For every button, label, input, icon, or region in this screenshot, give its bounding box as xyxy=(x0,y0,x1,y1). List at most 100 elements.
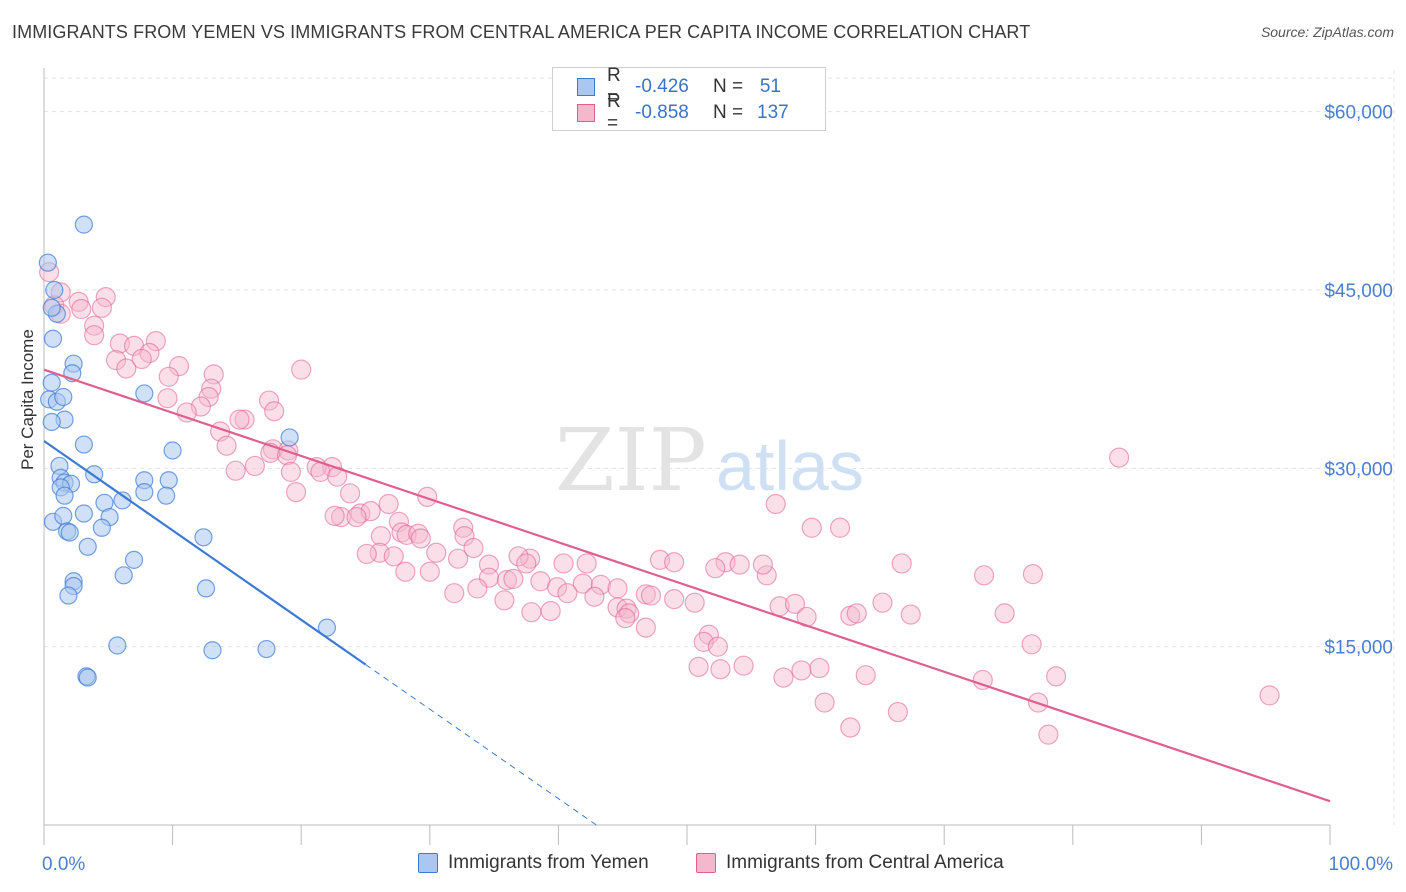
data-point-central-america xyxy=(494,590,515,611)
data-point-central-america xyxy=(664,552,685,573)
data-point-yemen xyxy=(54,387,73,407)
data-point-central-america xyxy=(809,657,830,679)
data-point-central-america xyxy=(225,460,246,481)
data-point-central-america xyxy=(234,409,255,430)
data-point-central-america xyxy=(410,528,431,549)
data-point-central-america xyxy=(339,483,361,504)
data-point-yemen xyxy=(317,618,337,637)
legend-swatch-central-america xyxy=(577,104,595,122)
data-point-central-america xyxy=(145,331,166,352)
watermark-atlas: atlas xyxy=(716,427,864,505)
stats-legend: R = -0.426 N = 51 R = -0.858 N = 137 xyxy=(552,65,826,134)
data-point-central-america xyxy=(615,608,636,629)
data-point-central-america xyxy=(840,717,861,738)
data-point-central-america xyxy=(216,435,237,456)
data-point-central-america xyxy=(540,600,561,622)
data-point-central-america xyxy=(590,574,611,595)
data-point-central-america xyxy=(496,569,518,591)
data-point-yemen xyxy=(135,483,154,502)
data-point-central-america xyxy=(846,603,867,624)
data-point-central-america xyxy=(168,355,190,377)
data-point-central-america xyxy=(91,297,112,318)
data-point-central-america xyxy=(994,603,1015,624)
data-point-central-america xyxy=(729,554,750,575)
data-point-central-america xyxy=(688,656,709,677)
data-point-central-america xyxy=(1045,666,1067,687)
data-point-central-america xyxy=(444,583,465,604)
data-point-yemen xyxy=(196,579,216,598)
data-point-central-america xyxy=(280,461,302,482)
legend-n-label: N = xyxy=(713,76,744,97)
data-point-central-america xyxy=(426,542,447,563)
data-point-yemen xyxy=(157,486,176,505)
data-point-central-america xyxy=(635,617,656,638)
yemen-points xyxy=(38,215,337,687)
data-point-central-america xyxy=(547,577,568,598)
data-point-central-america xyxy=(855,665,876,686)
x-tick-label: 0.0% xyxy=(42,854,85,875)
data-point-yemen xyxy=(42,373,61,392)
watermark: ZIP atlas xyxy=(555,411,864,511)
trend-line-yemen xyxy=(43,440,367,666)
data-point-central-america xyxy=(607,578,628,599)
data-point-yemen xyxy=(45,280,64,300)
data-point-central-america xyxy=(244,455,266,477)
data-point-yemen xyxy=(108,636,127,655)
data-point-central-america xyxy=(521,602,542,623)
data-point-yemen xyxy=(114,566,133,585)
data-point-yemen xyxy=(163,441,182,460)
data-point-central-america xyxy=(1108,447,1130,468)
data-point-yemen xyxy=(78,668,97,687)
data-point-central-america xyxy=(370,525,392,547)
data-point-central-america xyxy=(229,409,250,430)
data-point-yemen xyxy=(159,471,178,490)
legend-item-central-america[interactable]: Immigrants from Central America xyxy=(696,852,1004,874)
data-point-yemen xyxy=(55,486,74,505)
data-point-central-america xyxy=(1038,724,1059,745)
data-point-central-america xyxy=(105,350,127,371)
data-point-central-america xyxy=(684,592,705,613)
data-point-central-america xyxy=(900,604,921,625)
x-tick-label: 100.0% xyxy=(1329,854,1394,875)
data-point-central-america xyxy=(972,669,993,691)
data-point-central-america xyxy=(391,522,412,543)
data-point-yemen xyxy=(257,639,276,659)
data-point-central-america xyxy=(887,701,909,723)
data-point-central-america xyxy=(784,593,806,614)
tick-labels: $15,000 $30,000 $45,000 $60,000 0.0% 100.0% xyxy=(42,103,1393,875)
data-point-central-america xyxy=(84,325,105,346)
data-point-central-america xyxy=(710,659,731,680)
source-label: Source: ZipAtlas.com xyxy=(1260,24,1394,40)
legend-item-yemen[interactable]: Immigrants from Yemen xyxy=(418,852,649,874)
legend-swatch-yemen xyxy=(418,853,438,873)
data-point-central-america xyxy=(576,553,597,574)
legend-n-label: N = xyxy=(713,102,744,123)
data-point-central-america xyxy=(1259,685,1280,706)
data-point-central-america xyxy=(417,486,438,507)
y-tick-label: $45,000 xyxy=(1324,281,1393,302)
data-point-central-america xyxy=(752,554,773,575)
data-point-central-america xyxy=(157,388,178,409)
data-point-central-america xyxy=(664,589,685,610)
axes xyxy=(43,68,1331,845)
data-point-yemen xyxy=(74,504,93,523)
data-point-yemen xyxy=(203,641,222,660)
data-point-central-america xyxy=(707,636,728,657)
legend-swatch-yemen xyxy=(577,78,595,96)
data-point-central-america xyxy=(791,660,812,681)
data-point-central-america xyxy=(516,553,537,574)
data-point-central-america xyxy=(131,348,152,370)
legend-r-label: R = xyxy=(607,91,621,134)
data-point-central-america xyxy=(291,359,312,380)
data-point-yemen xyxy=(59,586,78,605)
data-point-central-america xyxy=(705,558,726,579)
data-point-yemen xyxy=(135,384,154,403)
data-point-central-america xyxy=(383,546,404,567)
data-point-central-america xyxy=(640,585,662,606)
data-point-yemen xyxy=(42,298,61,317)
data-point-central-america xyxy=(324,505,345,526)
data-point-central-america xyxy=(95,287,116,308)
data-point-yemen xyxy=(54,506,73,525)
data-point-central-america xyxy=(467,578,488,599)
data-point-central-america xyxy=(356,543,377,565)
